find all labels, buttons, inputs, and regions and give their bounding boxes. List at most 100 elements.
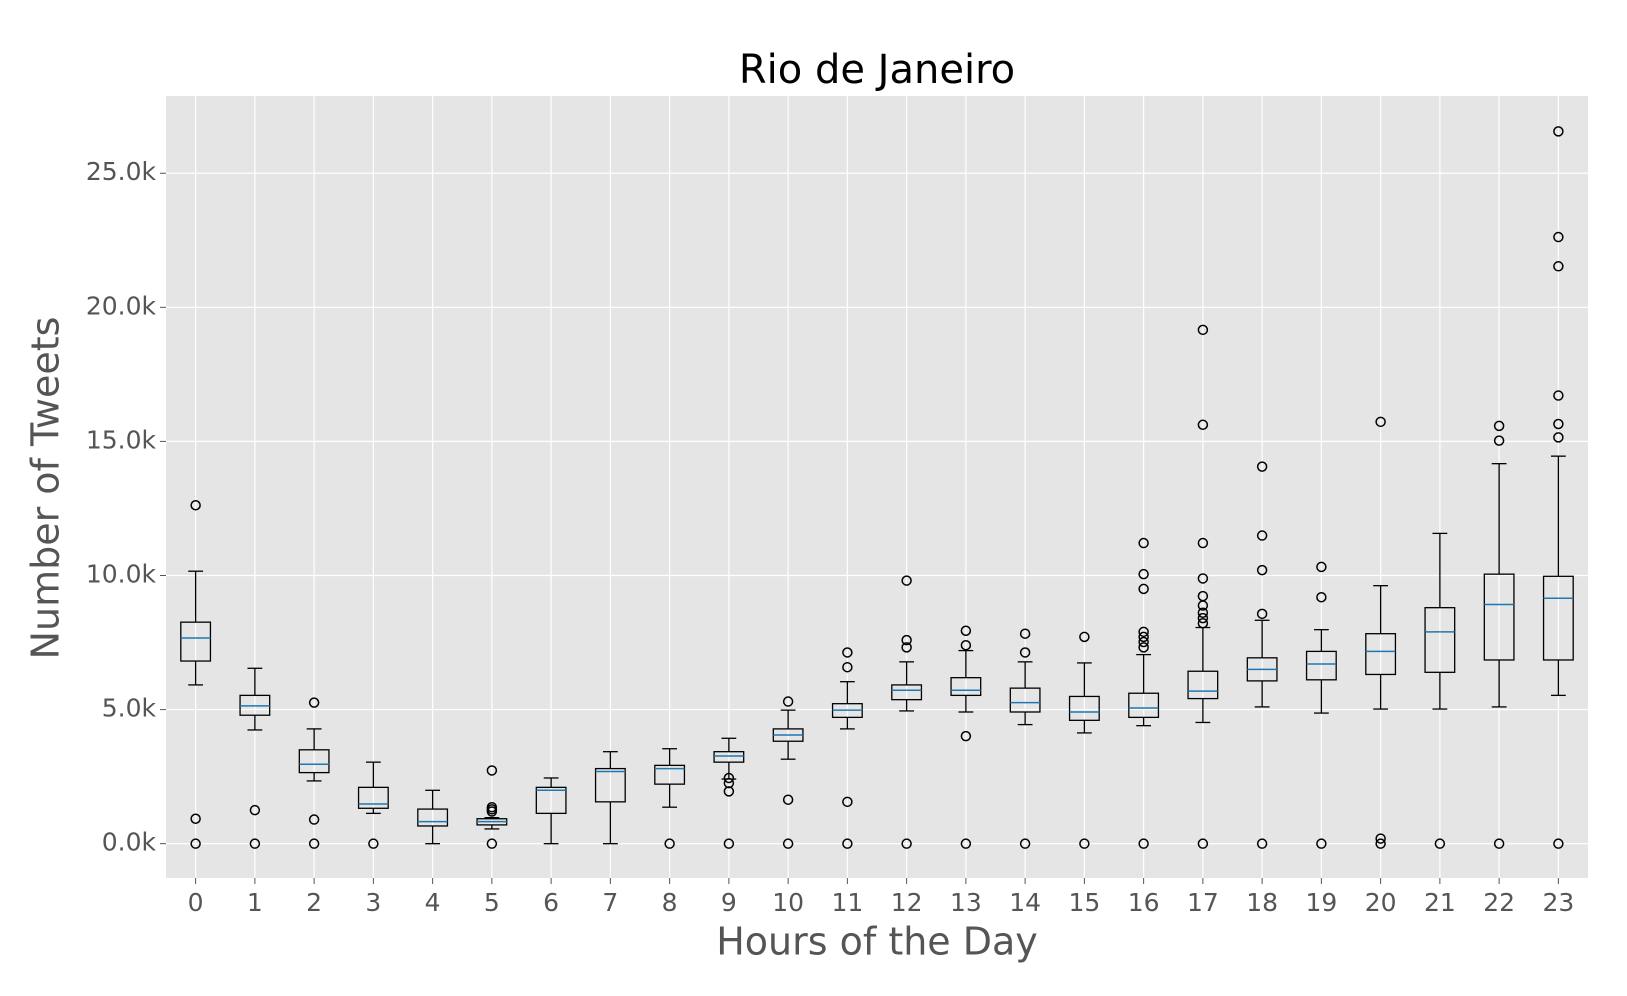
outlier (1197, 617, 1209, 629)
box (298, 749, 330, 774)
box (1542, 575, 1574, 661)
outlier (1197, 590, 1209, 602)
outlier (368, 838, 379, 849)
x-tick-label: 19 (1305, 888, 1337, 917)
outlier (486, 765, 498, 776)
x-tick-label: 18 (1246, 888, 1278, 917)
x-tick-label: 2 (306, 888, 322, 917)
outlier (901, 838, 912, 849)
box (1187, 670, 1219, 700)
outlier (190, 838, 201, 849)
outlier (723, 772, 735, 784)
outlier (901, 642, 912, 653)
outlier (1138, 626, 1149, 638)
outlier (1316, 838, 1327, 849)
outlier (782, 794, 794, 805)
x-tick-label: 13 (950, 888, 982, 917)
outlier (1375, 838, 1386, 849)
outlier (1493, 435, 1505, 446)
outlier (1019, 647, 1031, 658)
outlier (1553, 261, 1564, 272)
outlier (1138, 583, 1149, 595)
outlier (1197, 573, 1209, 584)
box (950, 677, 982, 697)
outlier (1256, 461, 1268, 472)
x-tick-label: 3 (365, 888, 381, 917)
outlier (308, 814, 320, 825)
outlier (1079, 838, 1090, 849)
box (1365, 633, 1397, 676)
x-tick-label: 8 (662, 888, 678, 917)
outlier (1375, 833, 1386, 844)
x-tick-label: 7 (602, 888, 618, 917)
y-tick-label: 25.0k (86, 157, 157, 186)
outlier (960, 639, 972, 651)
outlier (1553, 432, 1564, 443)
outlier (1434, 838, 1446, 849)
outlier (1553, 126, 1564, 137)
outlier (960, 838, 972, 849)
x-tick-label: 16 (1128, 888, 1160, 917)
outlier (1553, 231, 1564, 243)
x-tick-label: 11 (831, 888, 863, 917)
x-tick-label: 4 (425, 888, 441, 917)
outlier (1553, 418, 1564, 430)
y-tick-label: 15.0k (86, 425, 157, 454)
outlier (1019, 628, 1031, 639)
outlier (842, 796, 853, 808)
outlier (1493, 420, 1505, 432)
x-tick-label: 14 (1009, 888, 1041, 917)
outlier (1197, 537, 1209, 549)
x-tick-label: 6 (543, 888, 559, 917)
outlier (486, 806, 498, 817)
x-tick-label: 20 (1365, 888, 1397, 917)
outlier (960, 625, 972, 636)
outlier (1553, 838, 1564, 849)
outlier (249, 804, 261, 816)
outlier (1256, 564, 1268, 576)
outlier (723, 786, 735, 797)
outlier (1316, 561, 1327, 573)
outlier (308, 697, 320, 708)
outlier (842, 661, 853, 673)
plot-area (166, 96, 1588, 878)
outlier (1079, 631, 1090, 643)
outlier (1138, 568, 1149, 580)
box (1424, 607, 1456, 673)
outlier (1256, 530, 1268, 541)
outlier (249, 838, 261, 849)
outlier (1197, 612, 1209, 624)
y-tick-label: 5.0k (102, 694, 157, 723)
outlier (308, 838, 320, 849)
outlier (1256, 608, 1268, 620)
box (654, 764, 686, 785)
outlier (1197, 324, 1209, 336)
x-tick-label: 0 (188, 888, 204, 917)
box (891, 684, 923, 701)
outlier (664, 838, 675, 849)
box (713, 751, 745, 763)
outlier (1197, 419, 1209, 431)
outlier (723, 838, 735, 849)
outlier (1019, 838, 1031, 849)
outlier (1138, 636, 1149, 648)
outlier (486, 838, 498, 849)
box (417, 808, 449, 827)
outlier (1138, 838, 1149, 849)
outlier (1375, 416, 1386, 428)
outlier (1138, 537, 1149, 549)
x-tick-label: 21 (1424, 888, 1456, 917)
outlier (1553, 390, 1564, 401)
box (594, 767, 626, 803)
outlier (1316, 591, 1327, 603)
outlier (1138, 631, 1149, 643)
outlier (842, 647, 853, 658)
box (1483, 573, 1515, 661)
outlier (1493, 838, 1505, 849)
outlier (190, 499, 201, 511)
x-tick-label: 12 (891, 888, 923, 917)
x-tick-label: 9 (721, 888, 737, 917)
outlier (782, 838, 794, 849)
box (1128, 692, 1160, 719)
x-tick-label: 22 (1483, 888, 1515, 917)
